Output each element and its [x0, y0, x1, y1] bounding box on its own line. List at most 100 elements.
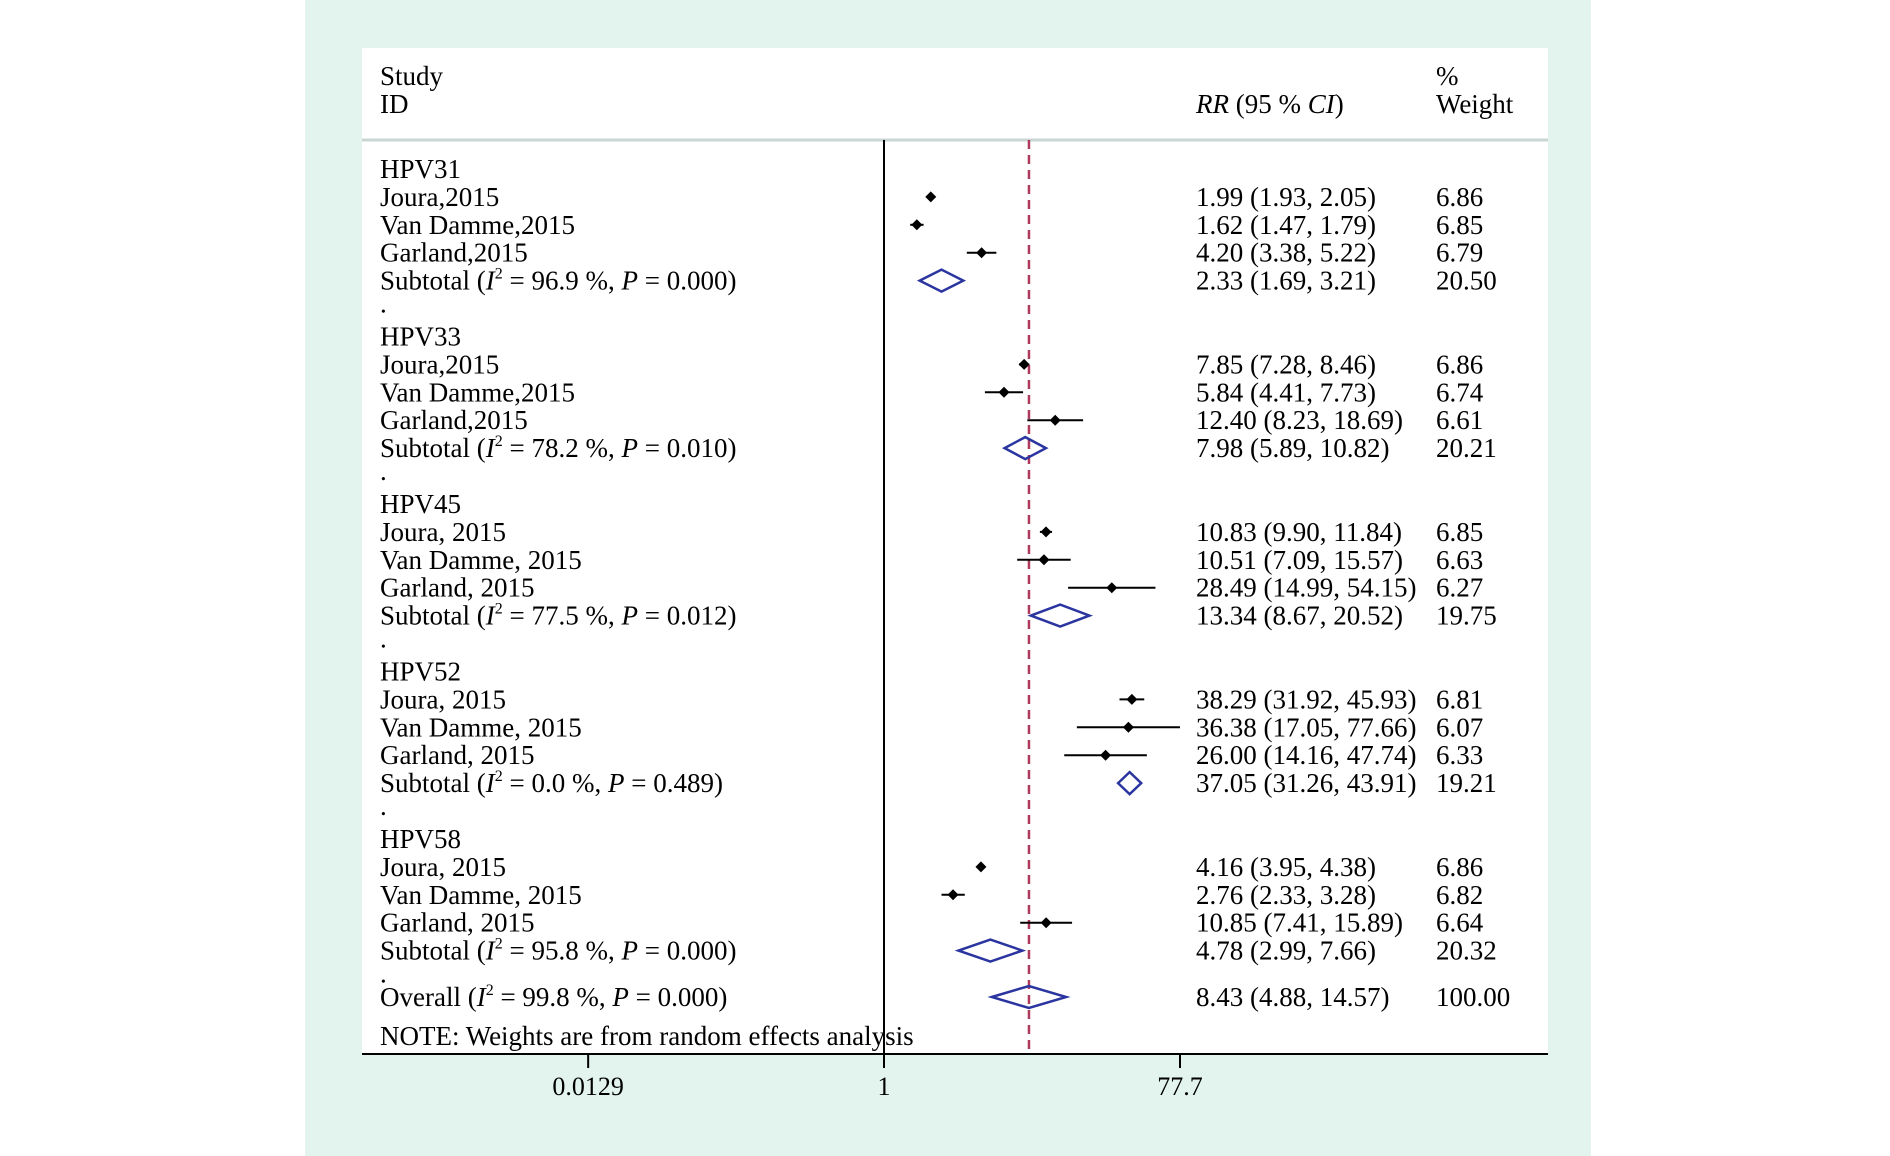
stats-part: = 0.012)	[638, 601, 736, 631]
study-label: Joura, 2015	[380, 517, 506, 547]
stats-part: = 96.9 %,	[503, 266, 622, 296]
subtotal-label: Subtotal (I2 = 0.0 %, P = 0.489)	[380, 768, 723, 798]
point-estimate	[925, 191, 937, 203]
study-ci-text: 7.85 (7.28, 8.46)	[1196, 349, 1376, 379]
group-spacer-dot: .	[380, 289, 387, 319]
stats-part: = 0.000)	[638, 936, 736, 966]
group-spacer-dot: .	[380, 791, 387, 821]
study-label: Garland, 2015	[380, 908, 534, 938]
subtotal-ci-text: 2.33 (1.69, 3.21)	[1196, 266, 1376, 296]
subtotal-diamond	[916, 268, 967, 293]
header-study: Study	[380, 61, 444, 91]
stats-part: P	[620, 433, 638, 463]
stats-part: 2	[495, 936, 503, 953]
stats-part: I	[485, 936, 497, 966]
header-id: ID	[380, 89, 409, 119]
subtotal-ci-text: 37.05 (31.26, 43.91)	[1196, 768, 1416, 798]
axis-lines	[883, 140, 1031, 1054]
group-label: HPV52	[380, 657, 461, 687]
study-ci-text: 10.85 (7.41, 15.89)	[1196, 908, 1403, 938]
study-ci-text: 10.51 (7.09, 15.57)	[1196, 545, 1403, 575]
forest-marks	[910, 191, 1180, 1010]
stats-part: = 99.8 %,	[494, 982, 613, 1012]
study-label: Joura, 2015	[380, 852, 506, 882]
study-label: Joura, 2015	[380, 684, 506, 714]
study-weight: 6.85	[1436, 210, 1483, 240]
overall-diamond	[987, 984, 1071, 1010]
stats-part: I	[485, 433, 497, 463]
group-label: HPV58	[380, 824, 461, 854]
stats-part: = 95.8 %,	[503, 936, 622, 966]
stats-part: Subtotal (	[380, 601, 486, 631]
stats-part: Subtotal (	[380, 433, 486, 463]
point-estimate	[1040, 917, 1052, 929]
study-weight: 6.86	[1436, 349, 1483, 379]
stats-part: 2	[495, 266, 503, 283]
stats-part: Subtotal (	[380, 768, 486, 798]
study-label: Van Damme,2015	[380, 377, 575, 407]
study-weight: 6.61	[1436, 405, 1483, 435]
subtotal-label: Subtotal (I2 = 77.5 %, P = 0.012)	[380, 601, 736, 631]
study-label: Van Damme,2015	[380, 210, 575, 240]
header-pct: %	[1436, 61, 1459, 91]
study-label: Joura,2015	[380, 182, 499, 212]
stats-part: = 0.000)	[629, 982, 727, 1012]
stats-part: P	[620, 936, 638, 966]
point-estimate	[1122, 721, 1134, 733]
point-estimate	[1049, 414, 1061, 426]
study-weight: 6.07	[1436, 712, 1483, 742]
overall-weight: 100.00	[1436, 982, 1510, 1012]
subtotal-label: Subtotal (I2 = 96.9 %, P = 0.000)	[380, 266, 736, 296]
point-estimate	[1038, 554, 1050, 566]
header-ci-italic: CI	[1308, 89, 1337, 119]
stats-part: = 78.2 %,	[503, 433, 622, 463]
point-estimate	[1126, 693, 1138, 705]
point-estimate	[1040, 526, 1052, 538]
stats-part: 2	[495, 433, 503, 450]
study-weight: 6.64	[1436, 908, 1484, 938]
study-weight: 6.85	[1436, 517, 1483, 547]
stats-part: P	[607, 768, 625, 798]
group-label: HPV31	[380, 154, 461, 184]
stats-part: = 0.0 %,	[503, 768, 608, 798]
study-weight: 6.33	[1436, 740, 1483, 770]
stats-part: P	[611, 982, 629, 1012]
header-rr-rest: (95 %	[1229, 89, 1308, 119]
stats-part: Subtotal (	[380, 266, 486, 296]
group-spacer-dot: .	[380, 959, 387, 989]
stats-part: Overall (	[380, 982, 477, 1012]
overall-label: Overall (I2 = 99.8 %, P = 0.000)	[380, 982, 727, 1012]
subtotal-weight: 19.75	[1436, 601, 1497, 631]
study-weight: 6.74	[1436, 377, 1484, 407]
study-ci-text: 26.00 (14.16, 47.74)	[1196, 740, 1416, 770]
stats-part: = 0.000)	[638, 266, 736, 296]
subtotal-ci-text: 7.98 (5.89, 10.82)	[1196, 433, 1389, 463]
stats-part: = 0.010)	[638, 433, 736, 463]
header-rr-italic: RR	[1195, 89, 1229, 119]
header-rr: RR (95 % CI)	[1195, 89, 1344, 119]
study-weight: 6.86	[1436, 852, 1483, 882]
stats-part: P	[620, 601, 638, 631]
study-ci-text: 28.49 (14.99, 54.15)	[1196, 573, 1416, 603]
subtotal-ci-text: 13.34 (8.67, 20.52)	[1196, 601, 1403, 631]
stats-part: I	[485, 768, 497, 798]
x-tick-label: 1	[878, 1072, 891, 1101]
study-ci-text: 2.76 (2.33, 3.28)	[1196, 880, 1376, 910]
point-estimate	[998, 386, 1010, 398]
subtotal-weight: 20.50	[1436, 266, 1497, 296]
group-spacer-dot: .	[380, 456, 387, 486]
study-label: Van Damme, 2015	[380, 545, 582, 575]
study-weight: 6.82	[1436, 880, 1483, 910]
point-estimate	[947, 889, 959, 901]
subtotal-weight: 20.21	[1436, 433, 1497, 463]
study-label: Van Damme, 2015	[380, 880, 582, 910]
study-ci-text: 12.40 (8.23, 18.69)	[1196, 405, 1403, 435]
study-weight: 6.86	[1436, 182, 1483, 212]
overall-ci-text: 8.43 (4.88, 14.57)	[1196, 982, 1389, 1012]
group-label: HPV33	[380, 322, 461, 352]
stats-part: P	[620, 266, 638, 296]
study-weight: 6.63	[1436, 545, 1483, 575]
study-ci-text: 4.16 (3.95, 4.38)	[1196, 852, 1376, 882]
